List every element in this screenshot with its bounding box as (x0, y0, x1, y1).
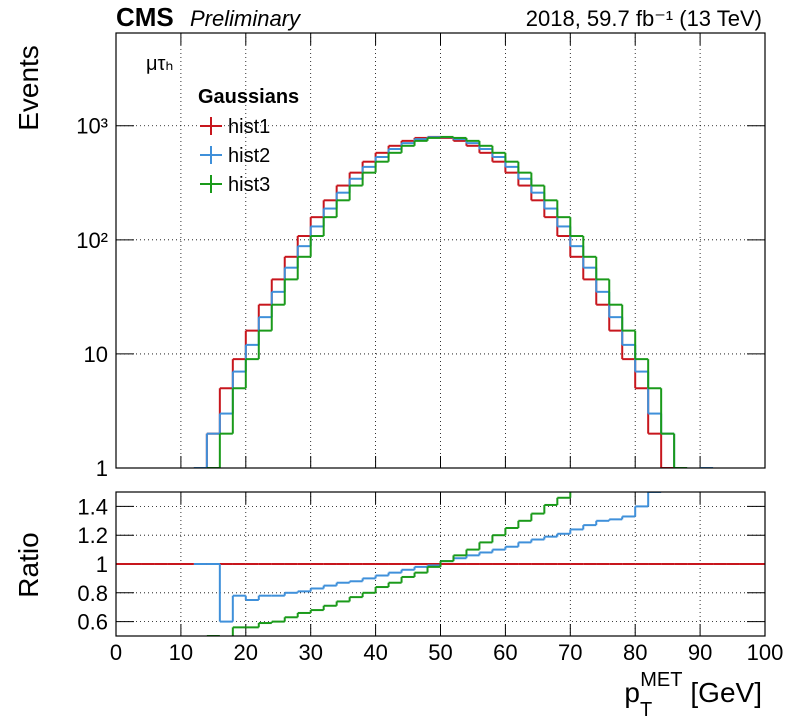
legend-label: hist1 (228, 116, 270, 138)
x-title-sub: T (640, 699, 652, 721)
frame (115, 32, 766, 469)
x-tick-label: 20 (234, 640, 258, 665)
channel-label: μτₕ (146, 53, 174, 75)
y-tick-label: 1 (96, 552, 108, 577)
x-tick-label: 60 (493, 640, 517, 665)
y-tick-label: 10² (76, 228, 108, 253)
x-tick-label: 0 (110, 640, 122, 665)
y-tick-label: 1 (96, 456, 108, 481)
y-axis-title: Events (13, 45, 44, 131)
plot-area (116, 492, 765, 636)
x-tick-label: 100 (747, 640, 784, 665)
legend-label: hist3 (228, 174, 270, 196)
legend-label: hist2 (228, 145, 270, 167)
y-tick-label: 0.6 (77, 610, 108, 635)
x-axis-title: pT MET [GeV] (624, 669, 762, 721)
x-tick-label: 80 (623, 640, 647, 665)
x-tick-label: 30 (298, 640, 322, 665)
x-title-unit: [GeV] (690, 677, 762, 708)
y-tick-label: 1.2 (77, 523, 108, 548)
legend-title: Gaussians (198, 86, 299, 108)
x-tick-label: 40 (363, 640, 387, 665)
ratio-axis-title: Ratio (13, 532, 44, 597)
y-tick-label: 1.4 (77, 494, 108, 519)
cms-label: CMS (116, 2, 174, 32)
x-tick-label: 90 (688, 640, 712, 665)
x-tick-label: 10 (169, 640, 193, 665)
frame (115, 491, 766, 637)
x-title-sup: MET (640, 669, 682, 691)
status-label: Preliminary (190, 6, 302, 31)
x-title-base: p (624, 677, 640, 708)
y-tick-label: 0.8 (77, 581, 108, 606)
lumi-label: 2018, 59.7 fb⁻¹ (13 TeV) (526, 6, 762, 31)
x-tick-label: 50 (428, 640, 452, 665)
x-tick-label: 70 (558, 640, 582, 665)
y-tick-label: 10³ (76, 114, 108, 139)
y-tick-label: 10 (84, 342, 108, 367)
plot-area (193, 135, 714, 468)
